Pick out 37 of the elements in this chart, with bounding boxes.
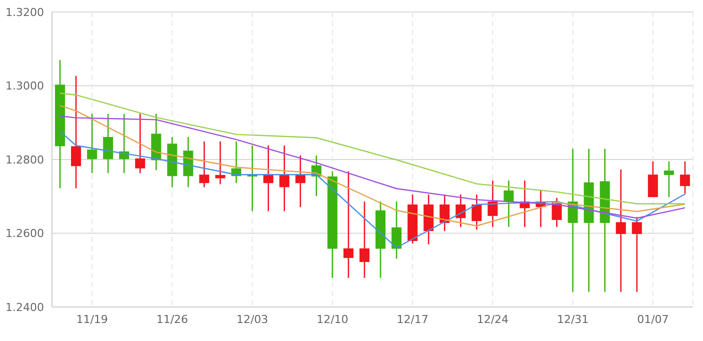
candlestick (504, 180, 514, 228)
candlestick (488, 180, 498, 228)
candlestick (440, 194, 450, 232)
candlestick (295, 154, 306, 208)
candlestick (664, 160, 674, 198)
x-tick-label: 12/03 (236, 312, 268, 326)
line-series (59, 92, 686, 204)
y-tick-label: 1.2400 (6, 300, 44, 314)
x-tick-label: 11/19 (76, 312, 108, 326)
candlestick (199, 140, 210, 188)
candlestick (71, 75, 82, 189)
candlestick (343, 170, 354, 279)
y-tick-label: 1.2800 (6, 153, 44, 166)
candlestick (87, 113, 98, 174)
candlestick (616, 168, 626, 293)
candlestick (472, 194, 482, 230)
candlestick (135, 113, 146, 174)
x-tick-label: 12/24 (476, 312, 509, 326)
x-tick-label: 01/07 (637, 312, 669, 326)
y-tick-label: 1.3200 (6, 6, 44, 19)
x-tick-label: 12/10 (316, 312, 348, 326)
y-tick-label: 1.3000 (6, 80, 44, 93)
candlestick (279, 144, 290, 212)
candlestick (263, 144, 274, 212)
candlestick (103, 113, 114, 174)
y-tick-label: 1.2600 (6, 227, 44, 240)
candlestick (359, 200, 370, 279)
candlestick (215, 140, 226, 185)
candlestick (392, 200, 402, 260)
candlestick (648, 160, 658, 198)
x-tick-label: 11/26 (156, 312, 188, 326)
x-tick-label: 12/31 (556, 312, 589, 326)
x-tick-label: 12/17 (396, 312, 428, 326)
line-series (59, 130, 686, 248)
candlestick (680, 160, 690, 194)
candlestick (247, 144, 258, 212)
candlestick (632, 216, 642, 293)
